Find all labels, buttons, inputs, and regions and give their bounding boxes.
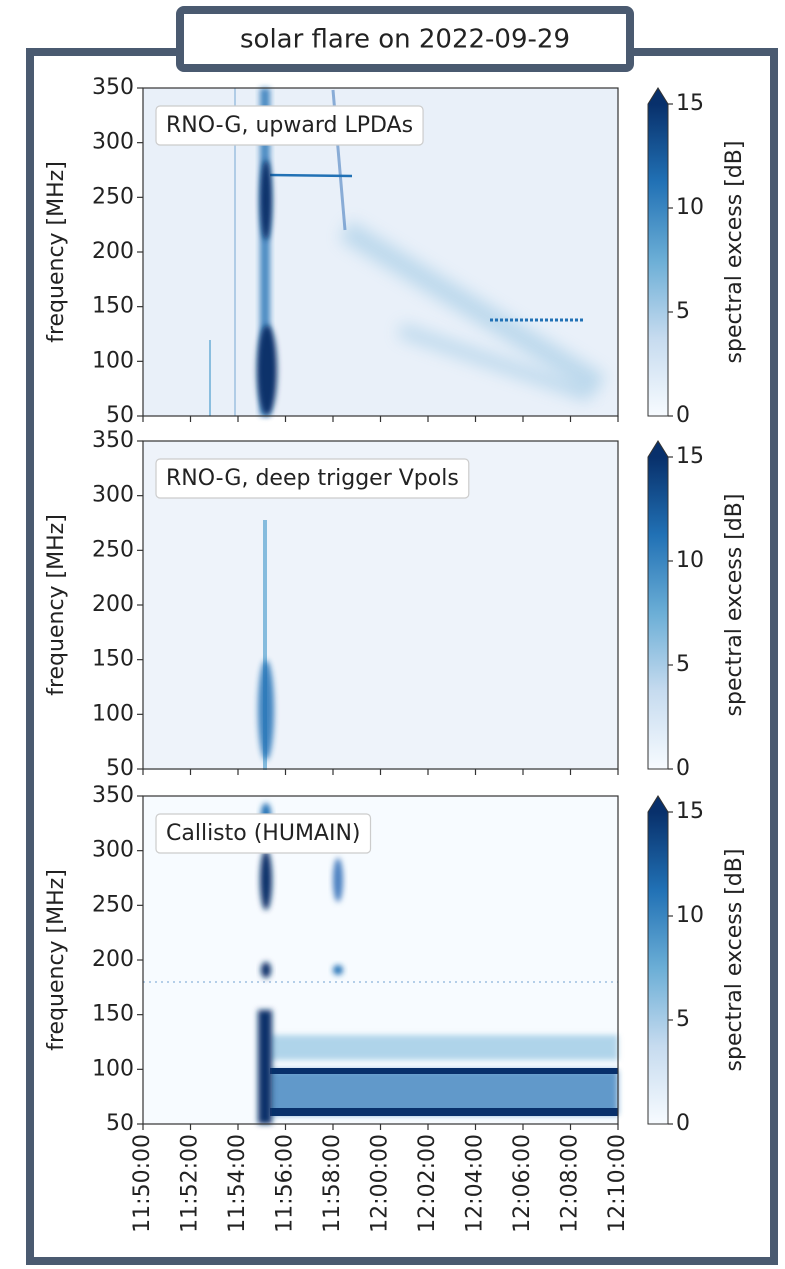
colorbar-extend [648,88,668,104]
colorbar-tick-label: 10 [676,195,704,220]
x-tick-label: 12:10:00 [605,1134,630,1233]
spectrogram-image [143,88,618,1124]
y-tick-label: 100 [92,701,134,726]
colorbar-tick-label: 15 [676,91,704,116]
x-tick-label: 11:52:00 [178,1134,203,1233]
annotation-box [155,813,372,854]
colorbar-tick-label: 10 [676,903,704,928]
x-tick-label: 12:06:00 [510,1134,535,1233]
y-tick-label: 150 [92,294,134,319]
x-tick-label: 12:04:00 [463,1134,488,1233]
y-axis-label: frequency [MHz] [44,514,69,696]
y-tick-label: 250 [92,537,134,562]
y-tick-label: 150 [92,1002,134,1027]
y-tick-label: 200 [92,947,134,972]
annotation-box [155,458,470,499]
y-axis-label: frequency [MHz] [44,869,69,1051]
annotation: RNO-G, deep trigger Vpols [166,466,459,491]
colorbar-tick-label: 15 [676,444,704,469]
colorbar-tick-label: 0 [676,756,690,781]
y-tick-label: 350 [92,428,134,453]
y-tick-label: 100 [92,1056,134,1081]
y-tick-label: 150 [92,647,134,672]
y-tick-label: 350 [92,75,134,100]
colorbar-tick-label: 0 [676,403,690,428]
x-tick-label: 11:56:00 [273,1134,298,1233]
colorbar-extend [648,441,668,457]
y-tick-label: 250 [92,184,134,209]
colorbar-tick-label: 5 [676,652,690,677]
y-tick-label: 100 [92,348,134,373]
colorbar [648,457,668,769]
y-tick-label: 50 [106,403,134,428]
y-tick-label: 50 [106,756,134,781]
colorbar-outline [647,440,669,770]
figure-title: solar flare on 2022-09-29 [240,25,570,55]
x-tick-label: 11:50:00 [130,1134,155,1233]
colorbar-tick-label: 10 [676,548,704,573]
colorbar-label: spectral excess [dB] [722,141,747,364]
y-tick-label: 200 [92,239,134,264]
y-tick-label: 200 [92,592,134,617]
colorbar-outline [647,87,669,417]
colorbar-tick-label: 5 [676,1007,690,1032]
y-tick-label: 300 [92,130,134,155]
title-box [176,6,634,72]
colorbar-label: spectral excess [dB] [722,494,747,717]
colorbar-tick-label: 5 [676,299,690,324]
colorbar [648,812,668,1124]
x-tick-label: 12:02:00 [415,1134,440,1233]
colorbar-label: spectral excess [dB] [722,849,747,1072]
colorbar-tick-label: 0 [676,1111,690,1136]
x-tick-label: 12:08:00 [558,1134,583,1233]
annotation: RNO-G, upward LPDAs [166,113,413,138]
colorbar-extend [648,796,668,812]
x-tick-label: 11:54:00 [225,1134,250,1233]
y-tick-label: 300 [92,838,134,863]
colorbar [648,104,668,416]
x-tick-label: 11:58:00 [320,1134,345,1233]
y-tick-label: 250 [92,892,134,917]
x-tick-label: 12:00:00 [368,1134,393,1233]
colorbar-outline [647,795,669,1125]
y-tick-label: 50 [106,1111,134,1136]
colorbar-tick-label: 15 [676,799,704,824]
y-axis-label: frequency [MHz] [44,161,69,343]
y-tick-label: 300 [92,483,134,508]
annotation-box [155,105,424,146]
annotation: Callisto (HUMAIN) [166,821,361,846]
y-tick-label: 350 [92,783,134,808]
